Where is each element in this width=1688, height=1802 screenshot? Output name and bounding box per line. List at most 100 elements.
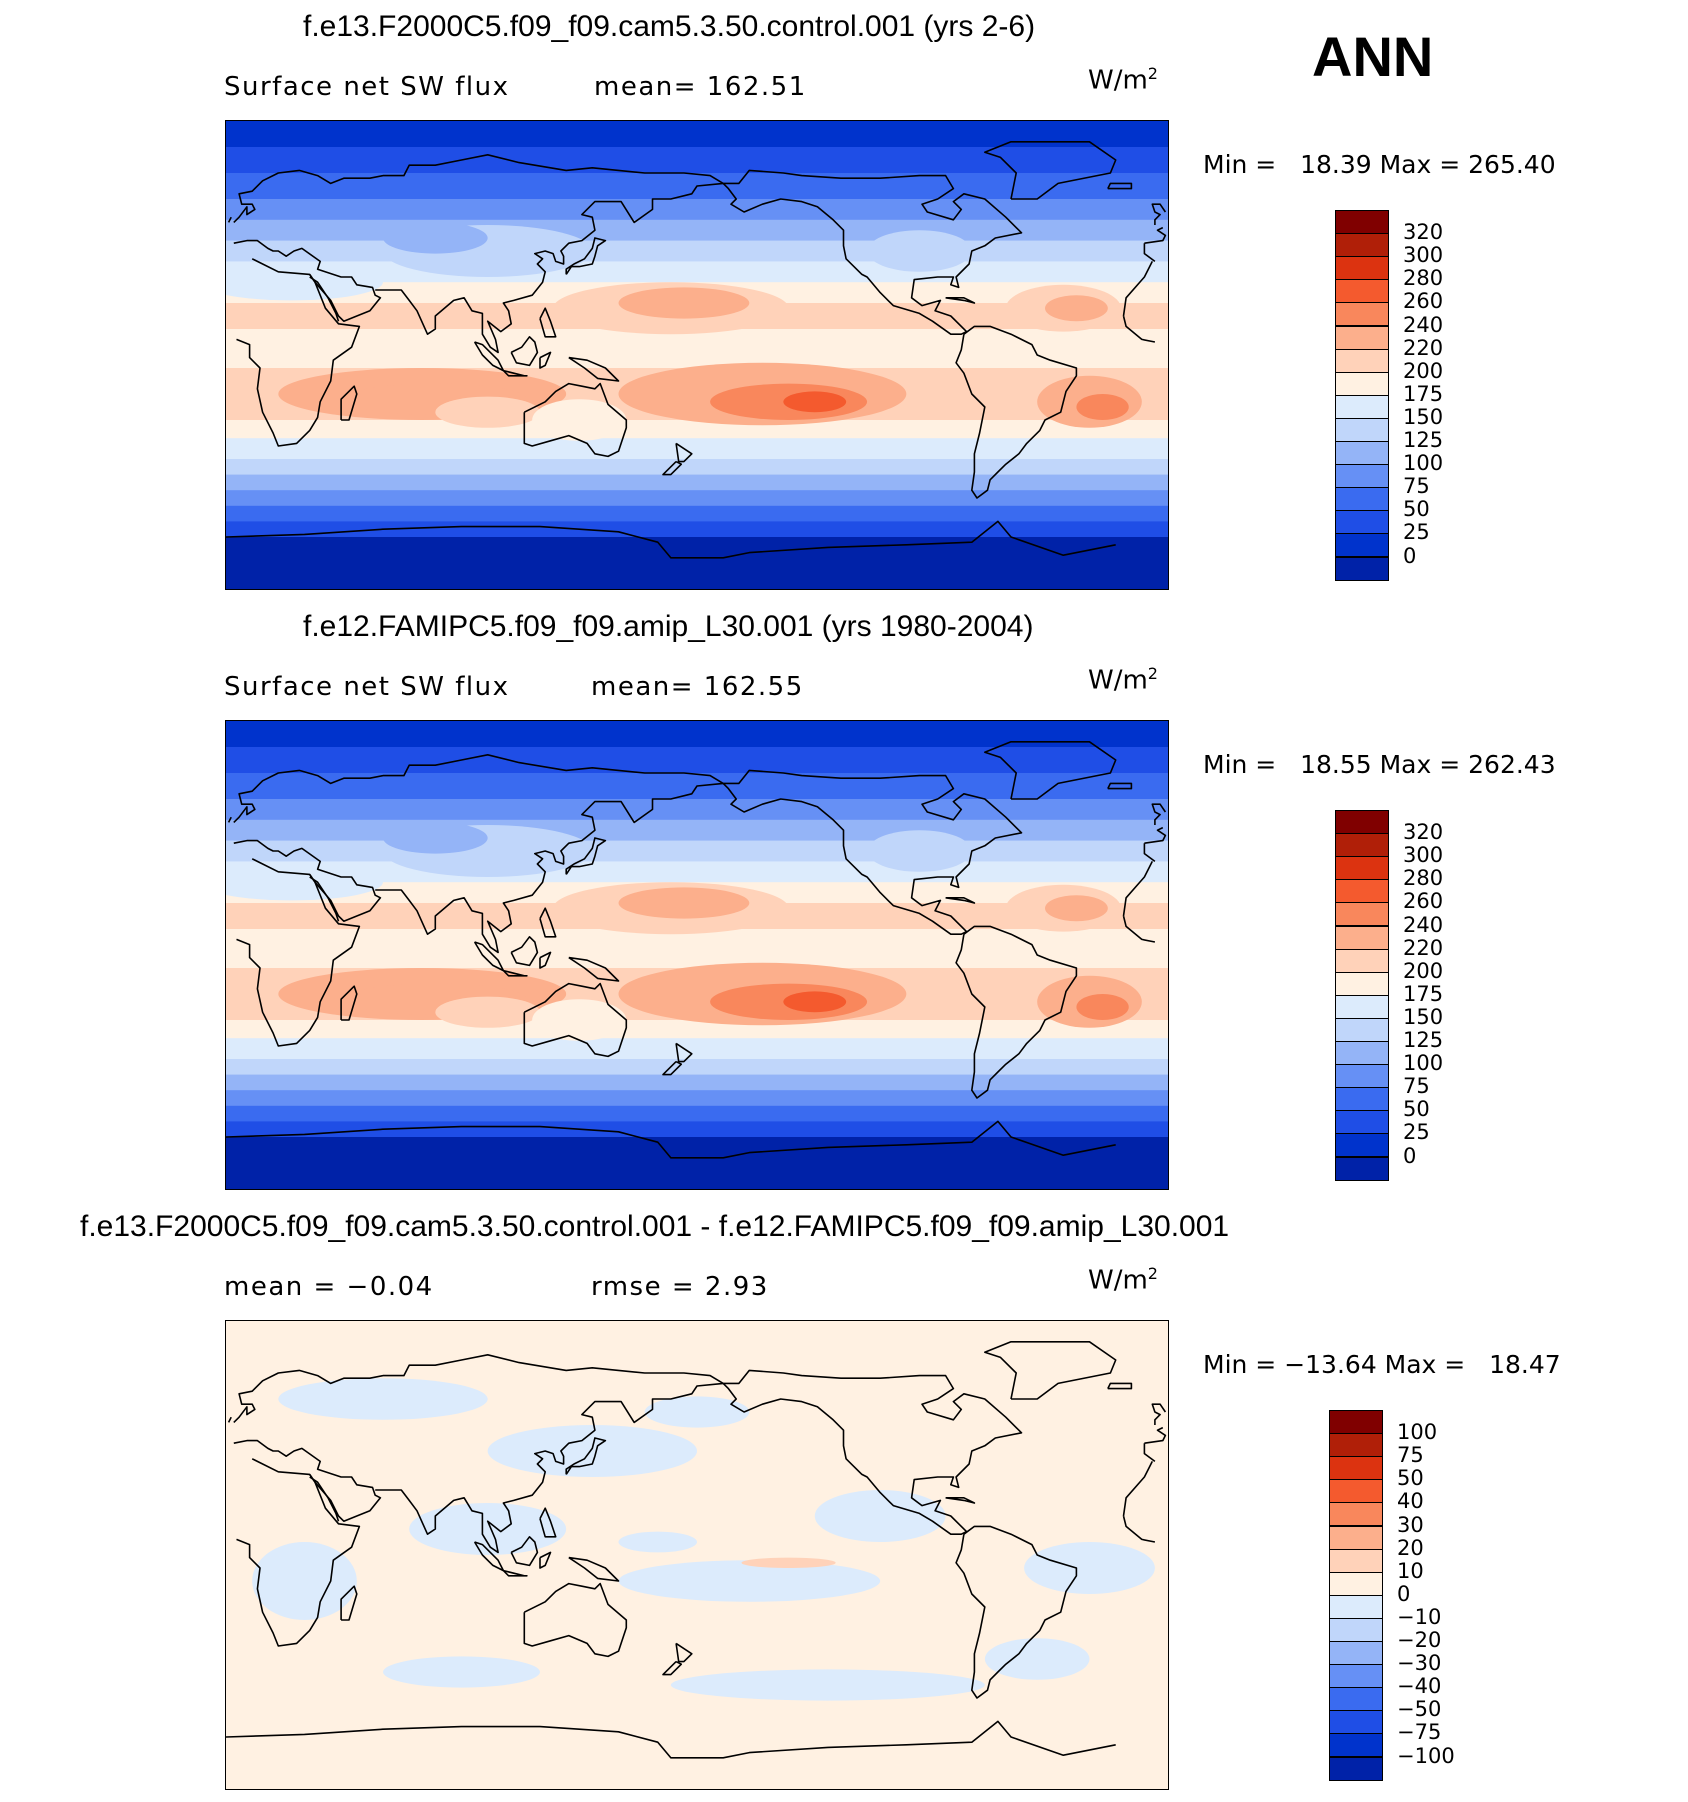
colorbar-box	[1329, 1456, 1383, 1481]
colorbar-label: 100	[1397, 1420, 1438, 1445]
colorbar-box	[1335, 1133, 1389, 1158]
field-blob	[226, 864, 383, 901]
colorbar-label: −100	[1397, 1743, 1455, 1768]
field-band	[226, 1059, 1168, 1076]
panel3-title: f.e13.F2000C5.f09_f09.cam5.3.50.control.…	[80, 1210, 1230, 1243]
field-band	[226, 929, 1168, 969]
field-blob	[783, 991, 847, 1013]
coastline	[568, 356, 620, 382]
panel2-map	[225, 720, 1169, 1190]
coastline	[233, 839, 1156, 922]
colorbar-box	[1335, 994, 1389, 1019]
colorbar-label: 75	[1403, 1074, 1430, 1099]
colorbar-box	[1335, 925, 1389, 950]
coastline	[226, 1120, 1116, 1159]
colorbar-box	[1335, 371, 1389, 396]
colorbar-label: −50	[1397, 1697, 1442, 1722]
coastline	[523, 1582, 628, 1658]
colorbar-box	[1335, 464, 1389, 489]
coastline	[955, 325, 1078, 499]
panel1-mean: mean= 162.51	[594, 72, 807, 102]
field-blob	[383, 222, 488, 254]
colorbar-box	[1335, 302, 1389, 327]
coastline	[539, 1551, 552, 1569]
colorbar-box	[1329, 1479, 1383, 1504]
coastline	[227, 203, 1167, 225]
field-blob	[1076, 394, 1129, 420]
coastline	[233, 754, 1167, 954]
field-band	[226, 1090, 1168, 1107]
field-blob	[783, 391, 847, 413]
coastline	[539, 951, 552, 969]
coastline	[539, 1507, 557, 1538]
coastline	[565, 237, 607, 275]
colorbar-box	[1335, 210, 1389, 235]
field-blob	[1024, 1542, 1155, 1594]
panel3-map	[225, 1320, 1169, 1790]
colorbar-label: 220	[1403, 935, 1444, 960]
colorbar-box	[1335, 510, 1389, 535]
colorbar-label: 300	[1403, 843, 1444, 868]
field-blob	[532, 999, 627, 1041]
colorbar-label: 20	[1397, 1535, 1424, 1560]
coastline	[523, 982, 628, 1058]
colorbar-label: 100	[1403, 1051, 1444, 1076]
coastline	[309, 276, 340, 322]
field-band	[226, 537, 1168, 589]
field-band	[226, 1105, 1168, 1122]
colorbar-box	[1335, 948, 1389, 973]
colorbar-label: 260	[1403, 289, 1444, 314]
field-blob	[1045, 295, 1108, 322]
coastline	[510, 1536, 539, 1567]
panel3-map-svg	[226, 1321, 1168, 1789]
colorbar-label: 280	[1403, 266, 1444, 291]
coastline	[236, 858, 1156, 1047]
field-band	[226, 459, 1168, 476]
colorbar-label: 50	[1403, 497, 1430, 522]
field-band	[226, 121, 1168, 148]
colorbar-label: 175	[1403, 981, 1444, 1006]
coastline	[510, 336, 539, 367]
colorbar-label: −30	[1397, 1651, 1442, 1676]
colorbar-label: 25	[1403, 1120, 1430, 1145]
colorbar-label: 0	[1403, 1143, 1417, 1168]
colorbar-box	[1329, 1664, 1383, 1689]
coastline	[984, 1341, 1117, 1400]
field-blob	[741, 1557, 836, 1568]
panel2-unit: W/m2	[1088, 664, 1158, 696]
field-blob	[644, 1396, 750, 1428]
coastline	[226, 520, 1116, 559]
colorbar-box	[1335, 256, 1389, 281]
colorbar-box	[1329, 1756, 1383, 1781]
field-band	[226, 438, 1168, 460]
colorbar-label: 100	[1403, 451, 1444, 476]
field-band	[226, 329, 1168, 369]
field-band	[226, 1137, 1168, 1189]
colorbar-box	[1335, 417, 1389, 442]
colorbar-label: 240	[1403, 912, 1444, 937]
coastline	[227, 1403, 1167, 1425]
field-blob	[867, 830, 972, 872]
panel3-mean: mean = −0.04	[224, 1272, 434, 1302]
colorbar-box	[1335, 879, 1389, 904]
colorbar-box	[1335, 856, 1389, 881]
colorbar-label: 240	[1403, 312, 1444, 337]
coastline	[502, 1569, 528, 1577]
colorbar-label: −20	[1397, 1628, 1442, 1652]
panel1-variable: Surface net SW flux	[224, 72, 510, 102]
field-band	[226, 199, 1168, 221]
field-band	[226, 240, 1168, 262]
colorbar-label: 50	[1403, 1097, 1430, 1122]
colorbar-box	[1329, 1710, 1383, 1735]
field-band	[226, 819, 1168, 842]
colorbar-box	[1335, 971, 1389, 996]
colorbar-label: 300	[1403, 243, 1444, 268]
coastline	[236, 258, 1156, 447]
colorbar-box	[1329, 1733, 1383, 1758]
field-blob	[618, 887, 750, 919]
field-band	[226, 505, 1168, 522]
panel2-minmax: Min = 18.55 Max = 262.43	[1203, 750, 1556, 779]
colorbar-box	[1335, 394, 1389, 419]
coastline	[233, 154, 1167, 354]
panel1-minmax: Min = 18.39 Max = 265.40	[1203, 150, 1556, 179]
